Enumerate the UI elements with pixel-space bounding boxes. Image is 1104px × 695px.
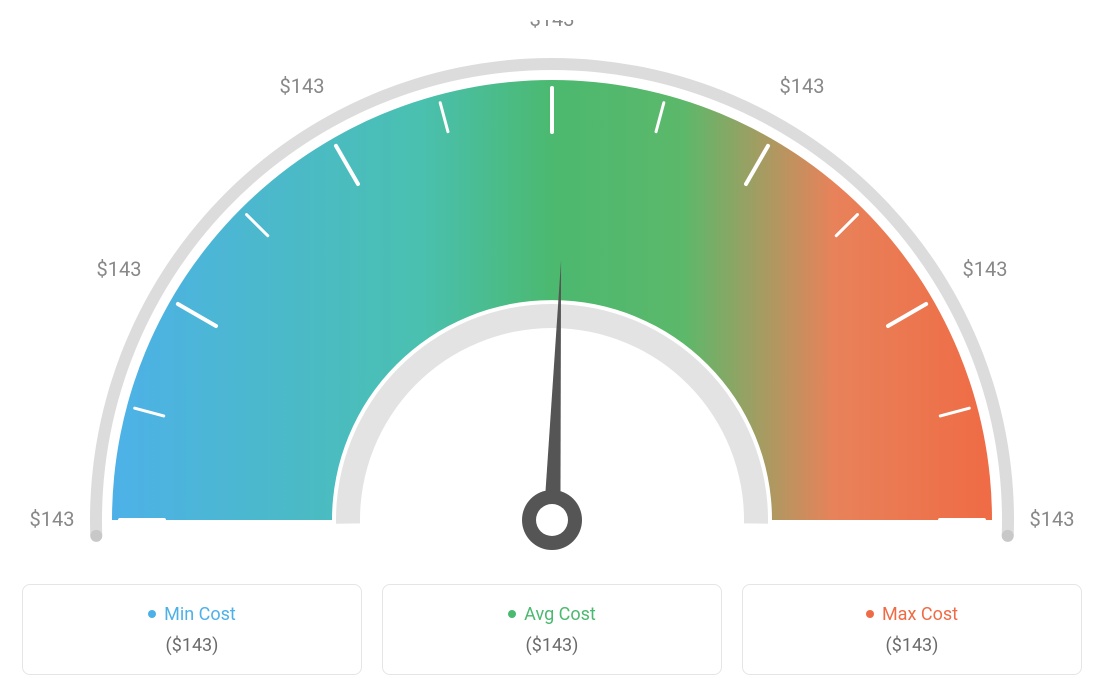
legend-label: Min Cost — [164, 604, 236, 625]
legend-row: Min Cost ($143) Avg Cost ($143) Max Cost… — [20, 584, 1084, 675]
svg-text:$143: $143 — [963, 257, 1008, 281]
legend-label: Avg Cost — [524, 604, 596, 625]
legend-label: Max Cost — [882, 604, 958, 625]
svg-text:$143: $143 — [1030, 507, 1075, 531]
gauge-chart: $143 $143 $143 $143 $143 $143 $143 — [20, 20, 1084, 560]
svg-text:$143: $143 — [530, 20, 575, 31]
legend-card-min: Min Cost ($143) — [22, 584, 362, 675]
legend-value: ($143) — [763, 635, 1061, 656]
legend-title-min: Min Cost — [148, 604, 236, 625]
dot-icon — [508, 610, 516, 618]
dot-icon — [866, 610, 874, 618]
legend-card-max: Max Cost ($143) — [742, 584, 1082, 675]
gauge-svg: $143 $143 $143 $143 $143 $143 $143 — [20, 20, 1084, 560]
legend-card-avg: Avg Cost ($143) — [382, 584, 722, 675]
legend-title-avg: Avg Cost — [508, 604, 596, 625]
svg-text:$143: $143 — [780, 74, 825, 98]
legend-value: ($143) — [43, 635, 341, 656]
svg-text:$143: $143 — [280, 74, 325, 98]
legend-value: ($143) — [403, 635, 701, 656]
svg-text:$143: $143 — [30, 507, 75, 531]
dot-icon — [148, 610, 156, 618]
legend-title-max: Max Cost — [866, 604, 958, 625]
svg-text:$143: $143 — [97, 257, 142, 281]
